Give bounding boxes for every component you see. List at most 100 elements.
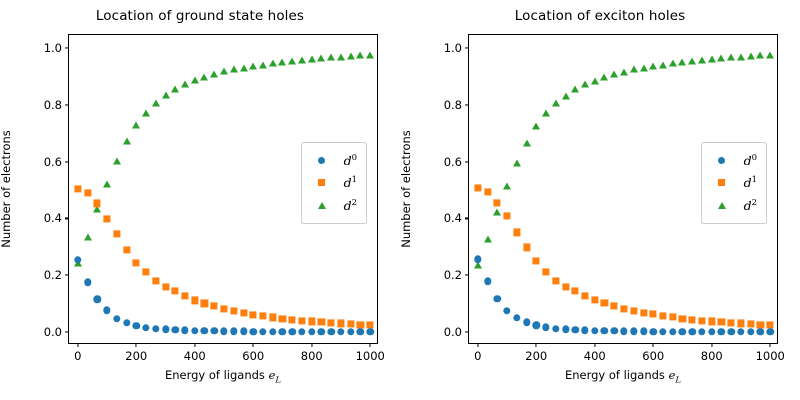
data-point-d0 (493, 295, 501, 303)
data-point-d1 (503, 212, 511, 220)
legend-label-d2: d2 (743, 197, 757, 213)
markers-layer-right (469, 35, 777, 343)
data-point-d0 (191, 327, 199, 335)
data-point-d1 (152, 277, 160, 285)
data-point-d2 (200, 73, 209, 81)
y-tick-label: 0.8 (443, 97, 462, 112)
data-point-d0 (113, 314, 121, 323)
x-tick-label: 0 (474, 349, 482, 363)
data-point-d0 (278, 327, 287, 336)
data-point-d2 (93, 205, 102, 213)
y-tick-mark (65, 161, 69, 163)
panel-title-right: Location of exciton holes (514, 8, 686, 24)
data-point-d2 (736, 53, 745, 61)
data-point-d0 (161, 325, 170, 334)
data-point-d2 (268, 59, 277, 67)
y-tick-mark (465, 217, 469, 219)
data-point-d0 (747, 328, 755, 336)
data-point-d0 (337, 328, 345, 336)
data-point-d1 (210, 302, 218, 310)
data-point-d1 (161, 283, 170, 291)
data-point-d1 (591, 296, 599, 304)
data-point-d2 (473, 261, 482, 269)
data-point-d1 (83, 188, 92, 197)
data-point-d0 (639, 327, 648, 336)
data-point-d0 (552, 324, 560, 333)
panel-exciton: Location of exciton holes Number of elec… (399, 0, 800, 400)
data-point-d2 (493, 208, 502, 216)
data-point-d1 (259, 312, 267, 320)
legend-marker-d1-icon (709, 176, 735, 190)
data-point-d1 (474, 184, 482, 192)
data-point-d0 (83, 278, 92, 286)
data-point-d0 (678, 327, 687, 336)
data-point-d1 (522, 243, 531, 252)
data-point-d2 (327, 53, 336, 61)
data-point-d0 (610, 327, 618, 335)
data-point-d0 (756, 328, 765, 336)
data-point-d1 (200, 299, 209, 308)
legend-left[interactable]: d0 d1 d2 (300, 142, 367, 224)
data-point-d2 (571, 85, 580, 93)
data-point-d0 (230, 327, 238, 336)
data-point-d1 (727, 319, 735, 327)
data-point-d2 (181, 80, 190, 88)
legend-item-d0[interactable]: d0 (709, 149, 757, 172)
data-point-d1 (483, 188, 492, 196)
data-point-d2 (766, 51, 775, 59)
legend-item-d1[interactable]: d1 (309, 172, 357, 195)
data-point-d2 (239, 64, 248, 72)
x-tick-label: 0 (74, 349, 82, 363)
legend-marker-d2-icon (309, 198, 335, 212)
legend-label-d0: d0 (743, 152, 757, 168)
data-point-d1 (288, 316, 296, 324)
data-point-d1 (113, 230, 121, 238)
data-point-d2 (512, 159, 521, 167)
legend-item-d1[interactable]: d1 (709, 172, 757, 195)
data-point-d1 (181, 292, 189, 300)
data-point-d2 (151, 99, 160, 107)
x-tick-label: 200 (125, 349, 148, 363)
data-point-d2 (288, 57, 297, 65)
x-tick-mark (535, 343, 537, 347)
y-tick-label: 1.0 (43, 40, 62, 55)
data-point-d2 (561, 92, 570, 100)
data-point-d2 (756, 51, 765, 59)
data-point-d2 (707, 55, 716, 63)
legend-marker-d0-icon (709, 153, 735, 167)
data-point-d0 (766, 328, 774, 336)
data-point-d0 (698, 328, 706, 336)
data-point-d1 (747, 320, 755, 328)
x-tick-mark (711, 343, 713, 347)
legend-item-d2[interactable]: d2 (709, 194, 757, 217)
data-point-d1 (649, 310, 657, 318)
legend-label-d1: d1 (343, 175, 357, 191)
data-point-d2 (542, 109, 550, 117)
legend-right[interactable]: d0 d1 d2 (700, 142, 767, 224)
data-point-d1 (669, 313, 677, 321)
data-point-d1 (249, 310, 257, 319)
data-point-d2 (229, 65, 238, 73)
data-point-d0 (122, 318, 131, 327)
x-tick-mark (311, 343, 313, 347)
x-tick-mark (135, 343, 137, 347)
y-tick-label: 0.6 (443, 154, 462, 169)
data-point-d0 (581, 326, 589, 334)
x-tick-label: 600 (642, 349, 665, 363)
legend-item-d2[interactable]: d2 (309, 194, 357, 217)
y-axis-label-right: Number of electrons (399, 130, 413, 248)
data-point-d0 (483, 277, 492, 285)
legend-marker-d0-icon (309, 153, 335, 167)
data-point-d2 (346, 52, 355, 60)
data-point-d1 (708, 317, 716, 325)
data-point-d2 (610, 70, 619, 78)
data-point-d0 (366, 328, 374, 336)
legend-item-d0[interactable]: d0 (309, 149, 357, 172)
data-point-d0 (659, 327, 667, 336)
data-point-d2 (297, 56, 306, 64)
data-point-d2 (73, 259, 82, 267)
data-point-d1 (308, 317, 316, 325)
data-point-d2 (317, 54, 326, 62)
panel-title-left: Location of ground state holes (95, 8, 305, 24)
data-point-d1 (766, 321, 774, 329)
